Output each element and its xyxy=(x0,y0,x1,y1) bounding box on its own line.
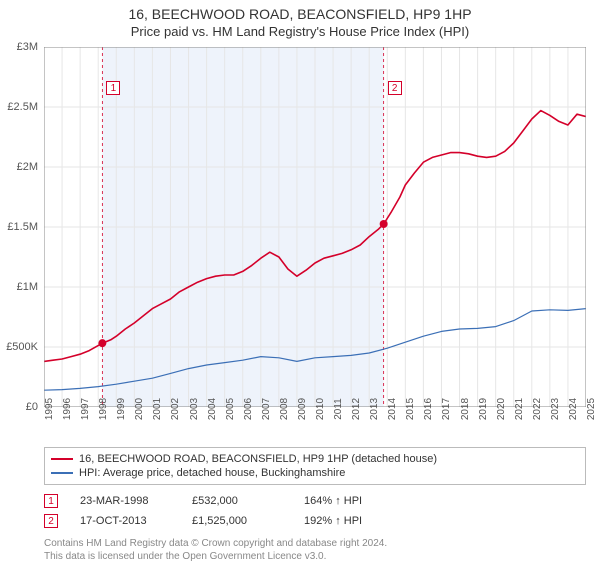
y-tick-label: £3M xyxy=(17,41,38,53)
x-tick-label: 1996 xyxy=(62,398,73,420)
y-tick-label: £1M xyxy=(17,281,38,293)
x-tick-label: 2020 xyxy=(496,398,507,420)
sale-date: 17-OCT-2013 xyxy=(80,515,170,527)
x-tick-label: 1997 xyxy=(80,398,91,420)
x-tick-label: 2015 xyxy=(405,398,416,420)
x-tick-label: 1999 xyxy=(116,398,127,420)
x-tick-label: 2006 xyxy=(243,398,254,420)
sale-price: £532,000 xyxy=(192,495,282,507)
legend-item: 16, BEECHWOOD ROAD, BEACONSFIELD, HP9 1H… xyxy=(51,452,579,466)
x-tick-label: 1998 xyxy=(98,398,109,420)
y-tick-label: £0 xyxy=(26,401,38,413)
legend-label: HPI: Average price, detached house, Buck… xyxy=(79,467,345,479)
sale-marker-badge: 1 xyxy=(106,81,120,95)
x-tick-label: 2018 xyxy=(460,398,471,420)
footer-line1: Contains HM Land Registry data © Crown c… xyxy=(44,537,586,550)
x-tick-label: 2023 xyxy=(550,398,561,420)
chart-container: 16, BEECHWOOD ROAD, BEACONSFIELD, HP9 1H… xyxy=(0,0,600,560)
chart-area: £0£500K£1M£1.5M£2M£2.5M£3M 12 xyxy=(44,47,586,407)
x-tick-label: 2022 xyxy=(532,398,543,420)
sale-marker-badge: 2 xyxy=(388,81,402,95)
x-tick-label: 2012 xyxy=(351,398,362,420)
x-tick-label: 2021 xyxy=(514,398,525,420)
legend-item: HPI: Average price, detached house, Buck… xyxy=(51,466,579,480)
sales-table-row: 1 23-MAR-1998 £532,000 164% ↑ HPI xyxy=(44,491,586,511)
x-tick-label: 2016 xyxy=(423,398,434,420)
legend-swatch xyxy=(51,472,73,474)
title-block: 16, BEECHWOOD ROAD, BEACONSFIELD, HP9 1H… xyxy=(0,0,600,39)
sales-table: 1 23-MAR-1998 £532,000 164% ↑ HPI 2 17-OCT-20… xyxy=(44,491,586,531)
x-tick-label: 2019 xyxy=(478,398,489,420)
x-tick-label: 2007 xyxy=(261,398,272,420)
x-tick-label: 2017 xyxy=(441,398,452,420)
chart-subtitle: Price paid vs. HM Land Registry's House … xyxy=(0,24,600,39)
x-tick-label: 2024 xyxy=(568,398,579,420)
sale-number-badge: 2 xyxy=(44,514,58,528)
sale-pct: 192% ↑ HPI xyxy=(304,515,394,527)
x-tick-label: 2014 xyxy=(387,398,398,420)
x-tick-label: 2003 xyxy=(189,398,200,420)
y-tick-label: £2M xyxy=(17,161,38,173)
y-tick-label: £2.5M xyxy=(7,101,38,113)
footer: Contains HM Land Registry data © Crown c… xyxy=(44,537,586,563)
x-tick-label: 2009 xyxy=(297,398,308,420)
y-tick-label: £1.5M xyxy=(7,221,38,233)
x-axis-labels: 1995199619971998199920002001200220032004… xyxy=(44,407,600,443)
chart-svg xyxy=(44,47,586,407)
legend-box: 16, BEECHWOOD ROAD, BEACONSFIELD, HP9 1H… xyxy=(44,447,586,485)
sale-pct: 164% ↑ HPI xyxy=(304,495,394,507)
y-tick-label: £500K xyxy=(6,341,38,353)
x-tick-label: 2000 xyxy=(134,398,145,420)
x-tick-label: 1995 xyxy=(44,398,55,420)
x-tick-label: 2008 xyxy=(279,398,290,420)
x-tick-label: 2013 xyxy=(369,398,380,420)
legend-label: 16, BEECHWOOD ROAD, BEACONSFIELD, HP9 1H… xyxy=(79,453,437,465)
x-tick-label: 2010 xyxy=(315,398,326,420)
x-tick-label: 2005 xyxy=(225,398,236,420)
footer-line2: This data is licensed under the Open Gov… xyxy=(44,550,586,563)
legend-swatch xyxy=(51,458,73,460)
sales-table-row: 2 17-OCT-2013 £1,525,000 192% ↑ HPI xyxy=(44,511,586,531)
sale-date: 23-MAR-1998 xyxy=(80,495,170,507)
chart-title: 16, BEECHWOOD ROAD, BEACONSFIELD, HP9 1H… xyxy=(0,6,600,22)
x-tick-label: 2001 xyxy=(152,398,163,420)
x-tick-label: 2004 xyxy=(207,398,218,420)
sale-price: £1,525,000 xyxy=(192,515,282,527)
x-tick-label: 2002 xyxy=(170,398,181,420)
x-tick-label: 2025 xyxy=(586,398,597,420)
x-tick-label: 2011 xyxy=(333,398,344,420)
sale-number-badge: 1 xyxy=(44,494,58,508)
